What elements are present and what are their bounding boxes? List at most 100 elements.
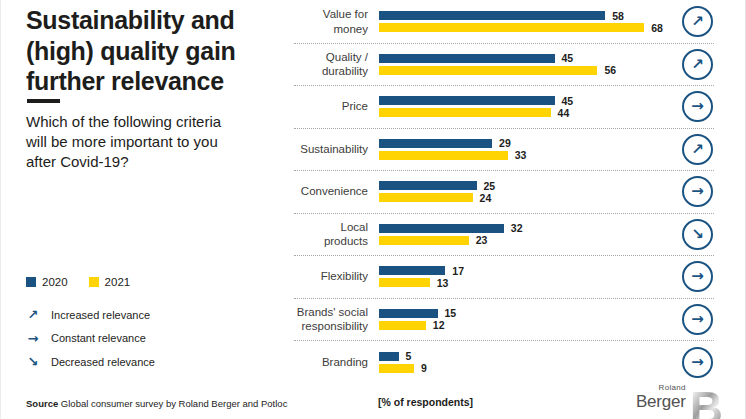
trend-constant-icon: →: [682, 176, 713, 207]
bar-line-2020: 45: [379, 96, 682, 105]
bar-2020: [379, 352, 399, 361]
arrow-legend: ↗ Increased relevance → Constant relevan…: [26, 303, 155, 374]
bar-2021: [379, 193, 473, 202]
bar-line-2020: 45: [379, 54, 682, 63]
bar-line-2021: 33: [379, 151, 682, 160]
bar-2021: [379, 151, 508, 160]
bars-group: 1512: [368, 309, 682, 330]
trend-arrow-glyph: →: [691, 99, 704, 114]
bar-value-2021: 44: [558, 108, 570, 119]
logo-wordmark: Roland Berger: [636, 384, 686, 419]
bar-line-2020: 32: [379, 224, 682, 233]
legend-decreased-relevance: ↘ Decreased relevance: [26, 350, 155, 374]
bar-value-2020: 45: [562, 96, 574, 107]
category-label: Brands' social responsibility: [294, 305, 368, 334]
arrow-right-icon: →: [26, 331, 40, 346]
bar-value-2020: 15: [445, 308, 457, 319]
bar-value-2021: 23: [476, 235, 488, 246]
question-text: Which of the following criteria will be …: [26, 112, 221, 171]
legend-swatch-2021-icon: [89, 277, 99, 287]
bar-2020: [379, 224, 504, 233]
bars-group: 29 33: [368, 139, 682, 160]
category-label: Sustainability: [294, 142, 368, 157]
trend-decreased-icon: ↘: [682, 219, 713, 250]
bar-value-2020: 58: [612, 11, 624, 22]
roland-berger-logo: Roland Berger B: [636, 383, 723, 419]
bars-group: 4544: [368, 96, 682, 117]
chart-row: Convenience2524→: [294, 171, 714, 214]
category-label: Branding: [294, 355, 368, 370]
trend-arrow-glyph: →: [691, 354, 704, 369]
bar-line-2021: 23: [379, 236, 682, 245]
legend-item-2020: 2020: [26, 276, 68, 288]
category-label: Convenience: [294, 184, 368, 199]
chart-row: Flexibility1713→: [294, 256, 714, 299]
bar-chart: Value for money5868↗Quality / durability…: [294, 1, 714, 384]
chart-row: Local products 32 23 ↘: [294, 214, 714, 257]
series-legend: 2020 2021: [26, 276, 130, 288]
bar-value-2021: 33: [515, 150, 527, 161]
trend-constant-icon: →: [682, 261, 713, 292]
bar-2021: [379, 236, 469, 245]
bar-value-2021: 24: [480, 193, 492, 204]
bar-line-2021: 24: [379, 193, 682, 202]
logo-roland-text: Roland: [636, 384, 686, 392]
bar-2020: [379, 181, 477, 190]
trend-constant-icon: →: [682, 347, 713, 378]
source-text: Global consumer survey by Roland Berger …: [58, 398, 287, 409]
legend-constant-relevance: → Constant relevance: [26, 327, 155, 351]
bar-value-2021: 56: [604, 65, 616, 76]
legend-increased-relevance: ↗ Increased relevance: [26, 303, 155, 327]
source-prefix: Source: [26, 398, 58, 409]
legend-label-2021: 2021: [105, 276, 131, 288]
bar-line-2021: 56: [379, 66, 682, 75]
bar-line-2020: 17: [379, 266, 682, 275]
trend-increased-icon: ↗: [682, 49, 713, 80]
bar-2020: [379, 11, 605, 20]
bars-group: 2524: [368, 181, 682, 202]
bar-2021: [379, 66, 597, 75]
bar-2020: [379, 139, 492, 148]
legend-increased-label: Increased relevance: [51, 309, 150, 321]
trend-arrow-glyph: ↘: [691, 226, 704, 241]
logo-b-mark-icon: B: [690, 391, 723, 419]
bar-2020: [379, 309, 438, 318]
trend-arrow-glyph: →: [691, 311, 704, 326]
bar-line-2021: 9: [379, 364, 682, 373]
slide-canvas: Sustainability and (high) quality gain f…: [0, 0, 746, 419]
bar-2021: [379, 364, 414, 373]
title-divider: [27, 99, 60, 103]
chart-row: Brands' social responsibility1512→: [294, 299, 714, 342]
arrow-up-right-icon: ↗: [26, 307, 40, 322]
bar-value-2020: 29: [499, 138, 511, 149]
category-label: Price: [294, 99, 368, 114]
legend-item-2021: 2021: [89, 276, 131, 288]
bar-line-2020: 58: [379, 11, 682, 20]
bar-line-2020: 5: [379, 352, 682, 361]
chart-row: Sustainability 29 33 ↗: [294, 129, 714, 172]
category-label: Flexibility: [294, 269, 368, 284]
legend-decreased-label: Decreased relevance: [51, 356, 155, 368]
legend-constant-label: Constant relevance: [51, 332, 146, 344]
chart-row: Value for money5868↗: [294, 1, 714, 44]
bar-2021: [379, 278, 430, 287]
bar-value-2020: 5: [406, 351, 412, 362]
logo-berger-text: Berger: [636, 393, 686, 410]
bar-value-2021: 12: [433, 320, 445, 331]
legend-label-2020: 2020: [42, 276, 68, 288]
arrow-down-right-icon: ↘: [26, 354, 40, 369]
bar-value-2021: 9: [421, 363, 427, 374]
trend-arrow-glyph: ↗: [691, 56, 704, 71]
bar-2021: [379, 108, 551, 117]
bar-line-2021: 44: [379, 108, 682, 117]
bar-2020: [379, 54, 555, 63]
bar-value-2020: 17: [452, 266, 464, 277]
category-label: Quality / durability: [294, 50, 368, 79]
chart-rows: Value for money5868↗Quality / durability…: [294, 1, 714, 384]
category-label: Local products: [294, 220, 368, 249]
bar-value-2021: 68: [651, 23, 663, 34]
trend-increased-icon: ↗: [682, 134, 713, 165]
bars-group: 59: [368, 352, 682, 373]
trend-constant-icon: →: [682, 304, 713, 335]
bar-value-2020: 25: [484, 181, 496, 192]
